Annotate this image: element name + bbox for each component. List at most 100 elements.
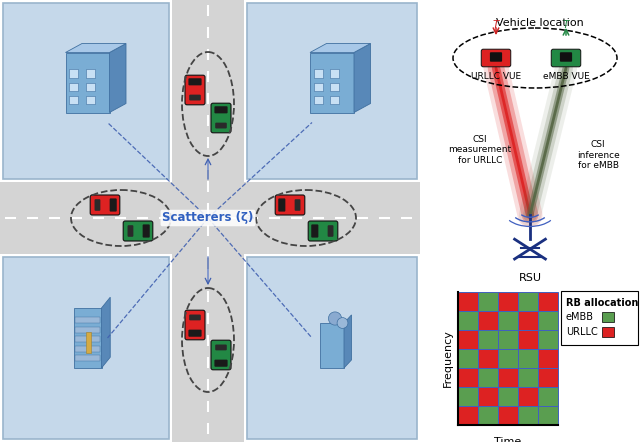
FancyBboxPatch shape [3,257,169,439]
FancyBboxPatch shape [490,52,502,62]
Bar [314,96,323,104]
FancyBboxPatch shape [311,225,318,238]
Bar [478,292,498,311]
Polygon shape [354,43,371,113]
FancyBboxPatch shape [308,221,338,241]
FancyBboxPatch shape [247,257,417,439]
Bar [518,406,538,425]
Text: URLLC: URLLC [566,327,598,337]
Bar [538,311,558,330]
FancyBboxPatch shape [551,49,580,67]
Bar [478,311,498,330]
FancyBboxPatch shape [109,198,116,212]
Text: Scatterers (ζ): Scatterers (ζ) [163,212,253,225]
Bar [458,292,478,311]
Bar [330,69,339,78]
Bar [330,96,339,104]
Bar [458,330,478,349]
Bar [69,69,78,78]
Circle shape [337,318,348,328]
FancyBboxPatch shape [214,106,228,113]
FancyBboxPatch shape [294,199,300,211]
FancyBboxPatch shape [560,52,572,62]
Bar [602,312,614,322]
Bar [478,330,498,349]
Bar [478,387,498,406]
Bar [69,83,78,91]
Text: T: T [493,20,499,30]
Bar [518,292,538,311]
FancyBboxPatch shape [214,360,228,367]
Polygon shape [109,43,126,113]
Bar [458,349,478,368]
Bar [498,349,518,368]
Bar [320,323,344,368]
Text: URLLC VUE: URLLC VUE [471,72,521,81]
Bar [538,330,558,349]
FancyBboxPatch shape [188,78,202,85]
Bar [478,349,498,368]
FancyBboxPatch shape [143,225,150,238]
FancyBboxPatch shape [185,75,205,105]
Text: RB allocation: RB allocation [566,298,638,308]
Bar [76,317,100,323]
Bar [458,406,478,425]
Bar [314,69,323,78]
Bar [86,332,91,353]
Bar [518,330,538,349]
Bar [518,368,538,387]
Bar [498,311,518,330]
Text: Frequency: Frequency [443,330,453,388]
Bar [172,0,244,442]
Polygon shape [344,315,351,368]
Bar [314,83,323,91]
FancyBboxPatch shape [95,199,100,211]
Bar [498,387,518,406]
Polygon shape [102,297,110,368]
Polygon shape [65,53,109,113]
Bar [498,292,518,311]
FancyBboxPatch shape [215,122,227,129]
FancyBboxPatch shape [90,195,120,215]
FancyBboxPatch shape [124,221,153,241]
FancyBboxPatch shape [275,195,305,215]
FancyBboxPatch shape [561,291,638,345]
Polygon shape [310,53,354,113]
Bar [76,346,100,352]
Bar [602,327,614,337]
FancyBboxPatch shape [189,315,201,320]
Polygon shape [65,43,126,53]
FancyBboxPatch shape [328,225,333,237]
Text: CSI
inference
for eMBB: CSI inference for eMBB [577,140,620,170]
Bar [518,349,538,368]
Text: eMBB: eMBB [566,312,594,322]
Bar [76,336,100,342]
Bar [86,96,95,104]
Bar [69,96,78,104]
Bar [538,292,558,311]
Text: RSU: RSU [518,273,541,283]
FancyBboxPatch shape [188,330,202,337]
FancyBboxPatch shape [247,3,417,179]
Bar [538,349,558,368]
FancyBboxPatch shape [215,344,227,351]
FancyBboxPatch shape [127,225,133,237]
Bar [458,311,478,330]
Polygon shape [310,43,371,53]
Bar [498,406,518,425]
Bar [538,406,558,425]
Text: T: T [563,20,569,30]
Bar [478,368,498,387]
Bar [86,69,95,78]
Bar [458,387,478,406]
FancyBboxPatch shape [3,3,169,179]
Bar [76,327,100,332]
FancyBboxPatch shape [189,95,201,100]
FancyBboxPatch shape [211,103,231,133]
Text: Vehicle location: Vehicle location [496,18,584,28]
Bar [330,83,339,91]
Bar [498,368,518,387]
Text: CSI
measurement
for URLLC: CSI measurement for URLLC [449,135,511,165]
Bar [498,330,518,349]
FancyBboxPatch shape [481,49,511,67]
